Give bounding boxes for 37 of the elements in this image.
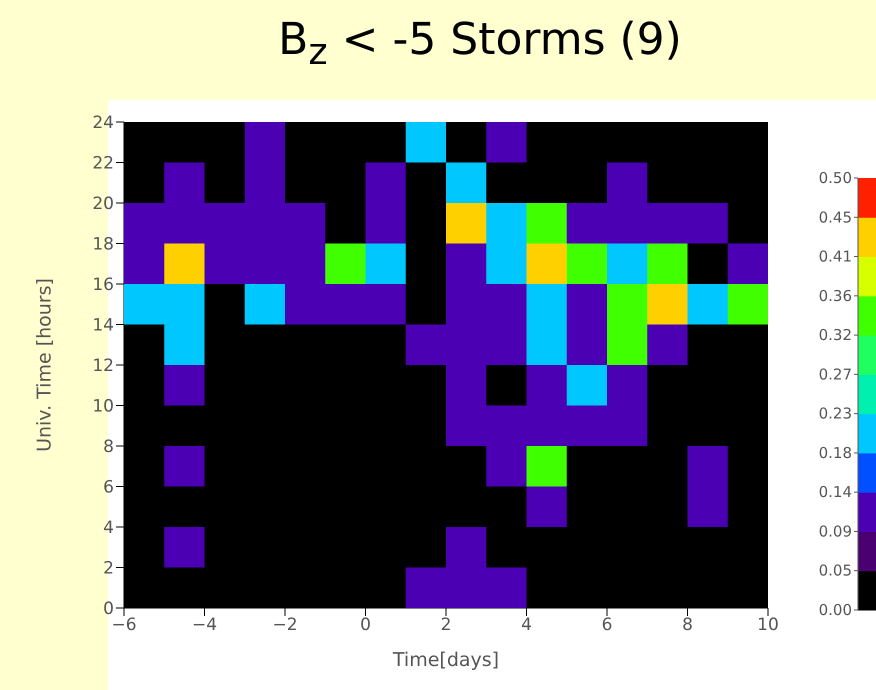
x-tick-label: 8 (682, 615, 693, 636)
y-tick-label: 2 (103, 558, 114, 579)
color-bar-label: 0.45 (818, 208, 852, 226)
x-tick-label: 4 (521, 615, 532, 636)
color-bar-label: 0.05 (818, 562, 852, 580)
x-tick-label: 10 (757, 615, 779, 636)
y-tick-label: 14 (92, 316, 114, 336)
chart-title: B$_{z}$ < -5 Storms (9) (277, 14, 683, 73)
y-axis-title: Univ. Time [hours] (34, 278, 56, 452)
color-bar-label: 0.50 (818, 169, 852, 187)
color-bar-label: 0.18 (818, 444, 852, 462)
x-tick-label: 2 (440, 615, 452, 636)
y-tick-label: 4 (103, 518, 114, 538)
y-tick-label: 16 (92, 275, 114, 296)
x-tick-label: −6 (111, 615, 137, 636)
y-tick-label: 24 (92, 113, 114, 134)
y-tick-label: 6 (103, 478, 114, 498)
color-bar-label: 0.27 (818, 365, 852, 384)
x-axis-title: Time[days] (392, 649, 500, 671)
y-tick-label: 10 (92, 396, 114, 417)
x-tick-label: 0 (360, 615, 371, 636)
color-bar-label: 0.09 (818, 522, 852, 540)
x-tick-label: −2 (272, 615, 298, 636)
y-tick-label: 22 (92, 154, 114, 174)
color-bar-label: 0.32 (818, 326, 852, 344)
x-tick-label: 6 (602, 615, 612, 636)
y-tick-label: 18 (92, 234, 114, 255)
color-bar-label: 0.00 (818, 601, 852, 619)
y-tick-label: 8 (103, 437, 114, 458)
y-tick-label: 0 (103, 599, 114, 620)
y-tick-label: 20 (92, 194, 114, 214)
color-bar-label: 0.23 (818, 404, 852, 423)
color-bar-label: 0.36 (818, 286, 852, 305)
x-tick-label: −4 (192, 615, 218, 636)
color-bar-label: 0.14 (818, 483, 852, 502)
color-bar-label: 0.41 (818, 248, 852, 266)
y-tick-label: 12 (92, 356, 114, 376)
